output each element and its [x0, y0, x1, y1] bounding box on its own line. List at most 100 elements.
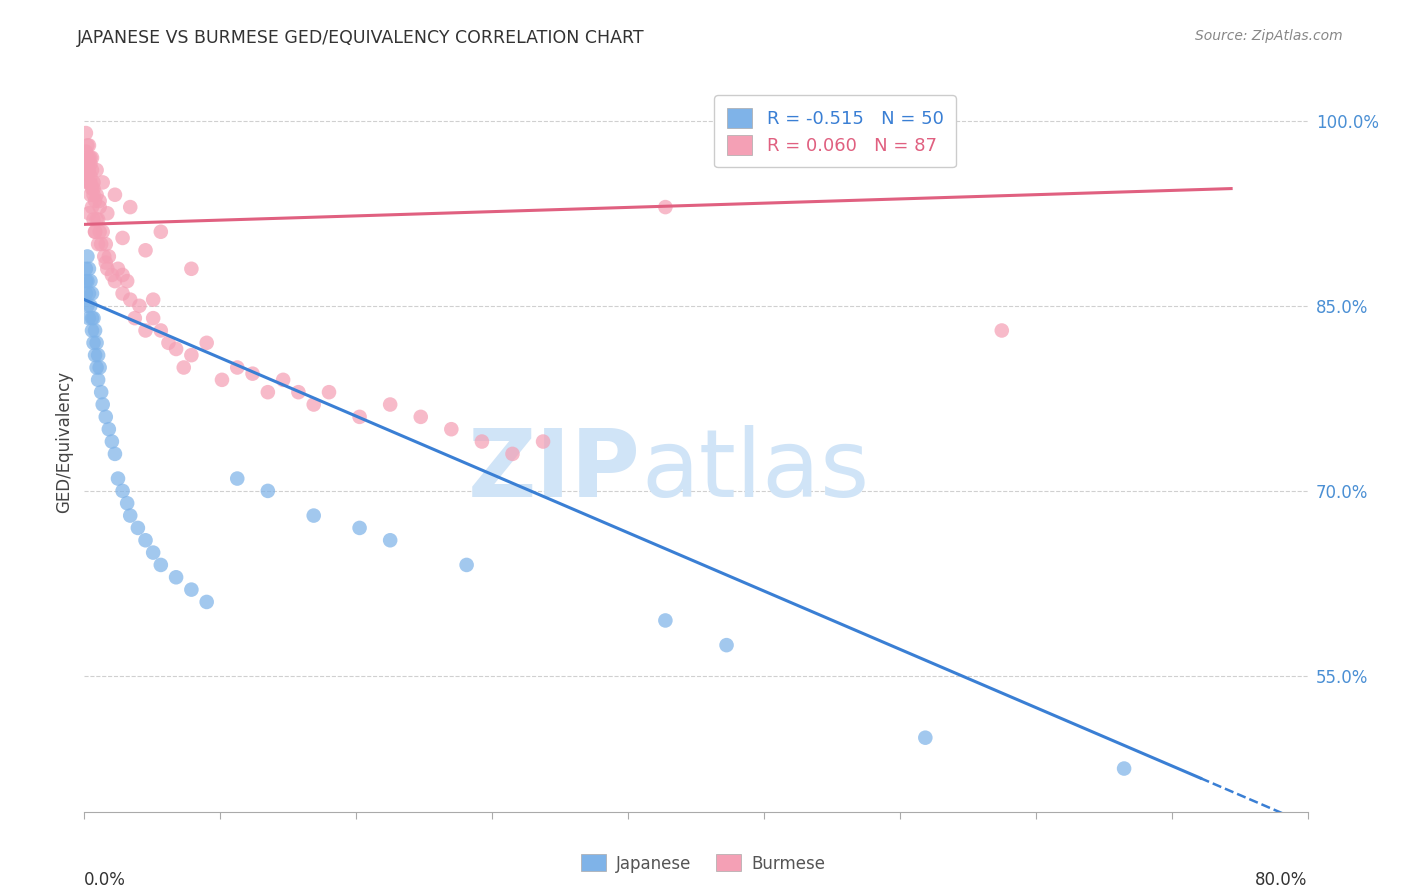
Point [716, 638, 738, 652]
Point [75, 145, 97, 159]
Point [79, 187, 101, 202]
Point [120, 508, 142, 523]
Point [149, 558, 172, 572]
Point [94, 237, 117, 252]
Point [195, 595, 218, 609]
Point [87, 212, 110, 227]
Point [83, 181, 105, 195]
Point [271, 373, 294, 387]
Point [77, 311, 100, 326]
Point [180, 348, 202, 362]
Point [180, 582, 202, 597]
Point [75, 126, 97, 140]
Point [135, 533, 157, 548]
Point [111, 231, 134, 245]
Text: 80.0%: 80.0% [1256, 871, 1308, 889]
Point [77, 151, 100, 165]
Point [142, 546, 165, 560]
Point [654, 614, 676, 628]
Point [914, 731, 936, 745]
Point [101, 268, 124, 282]
Point [83, 187, 105, 202]
Point [124, 311, 146, 326]
Point [991, 324, 1014, 338]
Legend: Japanese, Burmese: Japanese, Burmese [574, 847, 832, 880]
Point [87, 237, 110, 252]
Point [86, 187, 108, 202]
Point [83, 176, 105, 190]
Point [115, 496, 138, 510]
Point [76, 176, 98, 190]
Point [302, 398, 325, 412]
Point [135, 324, 157, 338]
Point [257, 483, 280, 498]
Point [87, 373, 110, 387]
Point [97, 422, 120, 436]
Point [107, 472, 129, 486]
Point [120, 200, 142, 214]
Point [80, 311, 103, 326]
Point [80, 200, 103, 214]
Point [84, 225, 107, 239]
Point [195, 335, 218, 350]
Point [127, 521, 149, 535]
Point [83, 311, 105, 326]
Point [79, 151, 101, 165]
Text: Source: ZipAtlas.com: Source: ZipAtlas.com [1195, 29, 1343, 43]
Point [84, 324, 107, 338]
Point [94, 255, 117, 269]
Point [84, 225, 107, 239]
Point [97, 250, 120, 264]
Point [75, 261, 97, 276]
Point [79, 176, 101, 190]
Point [380, 533, 402, 548]
Point [86, 335, 108, 350]
Point [76, 157, 98, 171]
Point [128, 299, 150, 313]
Text: ZIP: ZIP [468, 425, 641, 517]
Point [120, 293, 142, 307]
Point [79, 299, 101, 313]
Point [79, 157, 101, 171]
Point [349, 409, 371, 424]
Point [76, 151, 98, 165]
Point [456, 558, 478, 572]
Point [142, 311, 165, 326]
Point [84, 348, 107, 362]
Point [135, 244, 157, 258]
Point [531, 434, 554, 449]
Point [302, 508, 325, 523]
Point [111, 268, 134, 282]
Point [80, 181, 103, 195]
Point [75, 286, 97, 301]
Point [75, 274, 97, 288]
Point [77, 206, 100, 220]
Point [111, 286, 134, 301]
Point [76, 163, 98, 178]
Point [90, 385, 112, 400]
Point [93, 250, 115, 264]
Point [1114, 762, 1136, 776]
Point [77, 163, 100, 178]
Point [654, 200, 676, 214]
Point [180, 261, 202, 276]
Point [349, 521, 371, 535]
Point [76, 299, 98, 313]
Point [226, 360, 249, 375]
Point [76, 274, 98, 288]
Point [84, 194, 107, 208]
Point [80, 324, 103, 338]
Point [76, 250, 98, 264]
Point [83, 335, 105, 350]
Point [91, 398, 114, 412]
Point [157, 335, 180, 350]
Point [471, 434, 494, 449]
Point [115, 274, 138, 288]
Point [165, 570, 187, 584]
Point [165, 342, 187, 356]
Point [149, 324, 172, 338]
Point [77, 261, 100, 276]
Legend: R = -0.515   N = 50, R = 0.060   N = 87: R = -0.515 N = 50, R = 0.060 N = 87 [714, 95, 956, 168]
Point [104, 274, 127, 288]
Point [96, 206, 118, 220]
